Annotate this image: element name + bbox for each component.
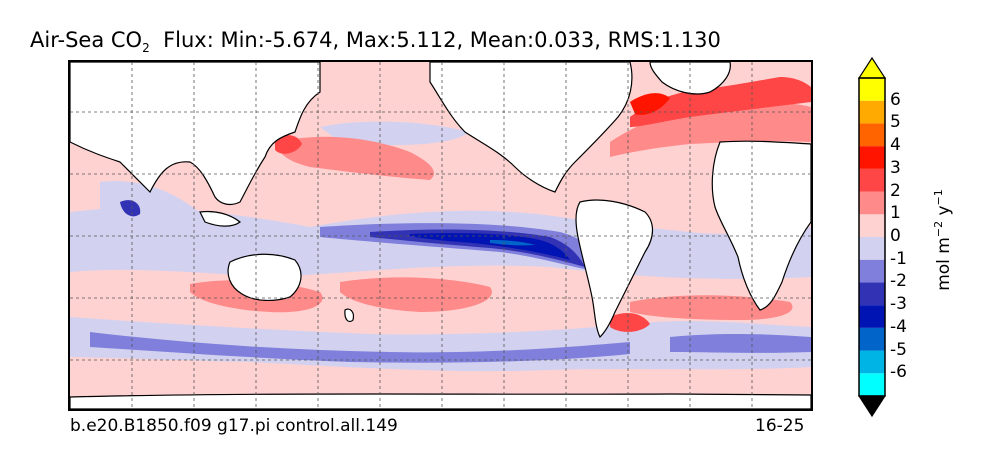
greenland-land bbox=[649, 62, 731, 95]
colorbar-segment bbox=[859, 100, 885, 124]
north-atlantic-strong-uptake bbox=[630, 77, 811, 127]
colorbar-segment bbox=[859, 305, 885, 328]
colorbar-frame bbox=[858, 77, 886, 397]
colorbar-segment bbox=[859, 168, 885, 192]
units-mid: y bbox=[933, 205, 954, 221]
units-base: mol m bbox=[933, 237, 954, 291]
colorbar-tick-label: 2 bbox=[890, 180, 901, 201]
colorbar-segment bbox=[859, 123, 885, 147]
colorbar-segment bbox=[859, 282, 885, 306]
indonesia-land bbox=[199, 210, 241, 227]
graticule bbox=[70, 62, 811, 409]
australia-land bbox=[227, 253, 302, 301]
colorbar-tick-label: -3 bbox=[890, 294, 907, 315]
colorbar-tick-label: -1 bbox=[890, 248, 907, 269]
colorbar-segment bbox=[859, 214, 885, 237]
colorbar-tick-label: 5 bbox=[890, 112, 901, 133]
map-svg bbox=[70, 62, 811, 409]
kuroshio-uptake bbox=[275, 135, 302, 154]
equatorial-pacific-negative-3 bbox=[410, 233, 570, 260]
southern-ocean-uptake-2 bbox=[340, 277, 492, 312]
eurasia-land bbox=[70, 62, 321, 206]
colorbar-min-arrow bbox=[858, 395, 886, 418]
colorbar-segments bbox=[859, 78, 885, 396]
colorbar-segment bbox=[859, 146, 885, 169]
colorbar-segment bbox=[859, 237, 885, 260]
africa-land bbox=[711, 140, 811, 311]
southern-medium-negative-2 bbox=[670, 333, 811, 353]
north-america-land bbox=[429, 62, 633, 193]
title-subscript: 2 bbox=[142, 41, 150, 56]
colorbar-segment bbox=[859, 373, 885, 396]
case-name: b.e20.B1850.f09 g17.pi control.all.149 bbox=[70, 416, 398, 436]
new-zealand-land bbox=[344, 308, 355, 323]
year-range: 16-25 bbox=[755, 416, 805, 436]
colorbar-segment bbox=[859, 78, 885, 101]
colorbar bbox=[858, 56, 886, 418]
antarctica-edge bbox=[70, 393, 811, 409]
land-masses bbox=[70, 62, 811, 409]
arabian-sea-negative bbox=[120, 200, 141, 217]
colorbar-tick-label: 6 bbox=[890, 89, 901, 110]
colorbar-tick-label: 3 bbox=[890, 157, 901, 178]
colorbar-segment bbox=[859, 327, 885, 351]
title-stats: Flux: Min:-5.674, Max:5.112, Mean:0.033,… bbox=[163, 28, 721, 52]
units-exp2: −1 bbox=[932, 189, 946, 206]
flux-map bbox=[68, 60, 813, 411]
colorbar-tick-label: 1 bbox=[890, 203, 901, 224]
colorbar-tick-label: 4 bbox=[890, 135, 901, 156]
title-prefix: Air-Sea CO bbox=[30, 28, 143, 52]
colorbar-tick-label: -6 bbox=[890, 362, 907, 383]
southern-ocean-uptake-3 bbox=[630, 295, 793, 320]
south-atlantic-strong-uptake bbox=[610, 312, 650, 332]
colorbar-units: mol m−2 y−1 bbox=[932, 189, 954, 291]
colorbar-segment bbox=[859, 191, 885, 215]
equatorial-pacific-negative-4 bbox=[490, 240, 535, 246]
units-exp1: −2 bbox=[932, 220, 946, 238]
colorbar-tick-label: 0 bbox=[890, 226, 901, 246]
plot-title: Air-Sea CO2 Flux: Min:-5.674, Max:5.112,… bbox=[30, 28, 721, 55]
colorbar-segment bbox=[859, 259, 885, 283]
colorbar-tick-label: -4 bbox=[890, 316, 907, 337]
southern-medium-negative bbox=[90, 332, 630, 363]
south-america-land bbox=[575, 199, 654, 339]
colorbar-tick-label: -2 bbox=[890, 271, 907, 292]
colorbar-max-arrow bbox=[858, 56, 886, 79]
north-atlantic-uptake bbox=[610, 101, 811, 157]
labrador-uptake bbox=[630, 93, 670, 115]
colorbar-segment bbox=[859, 350, 885, 374]
colorbar-tick-label: -5 bbox=[890, 339, 907, 360]
